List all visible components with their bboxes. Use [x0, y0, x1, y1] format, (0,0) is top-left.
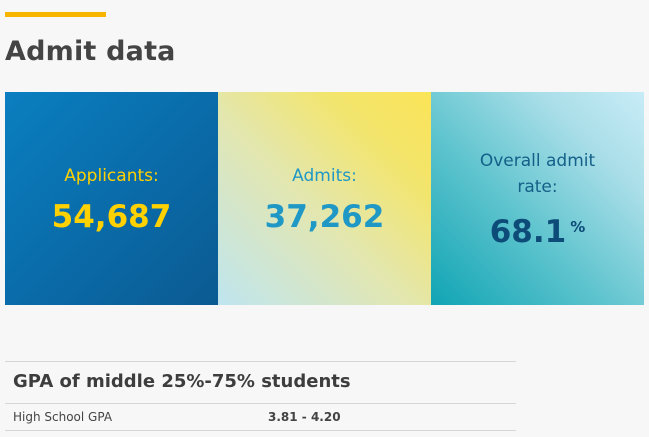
admits-label: Admits: — [292, 165, 357, 186]
applicants-card: Applicants: 54,687 — [5, 92, 218, 305]
applicants-label: Applicants: — [64, 165, 159, 186]
page-title: Admit data — [5, 36, 176, 67]
admits-card: Admits: 37,262 — [218, 92, 431, 305]
gpa-row-value: 3.81 - 4.20 — [268, 410, 341, 424]
admit-stats-row: Applicants: 54,687 Admits: 37,262 Overal… — [5, 92, 644, 305]
admit-rate-label: Overall admit rate: — [479, 150, 596, 197]
applicants-value: 54,687 — [51, 198, 172, 235]
admits-value: 37,262 — [264, 198, 385, 235]
title-accent-bar — [5, 12, 106, 17]
gpa-row-label: High School GPA — [13, 410, 113, 424]
gpa-section-title: GPA of middle 25%-75% students — [5, 361, 516, 403]
gpa-section: GPA of middle 25%-75% students High Scho… — [5, 361, 516, 431]
admit-rate-value: 68.1 — [489, 213, 567, 250]
table-row: High School GPA 3.81 - 4.20 — [5, 403, 516, 431]
admit-rate-card: Overall admit rate: 68.1% — [431, 92, 644, 305]
admit-rate-value-group: 68.1% — [490, 214, 586, 250]
admit-rate-unit: % — [570, 217, 586, 236]
